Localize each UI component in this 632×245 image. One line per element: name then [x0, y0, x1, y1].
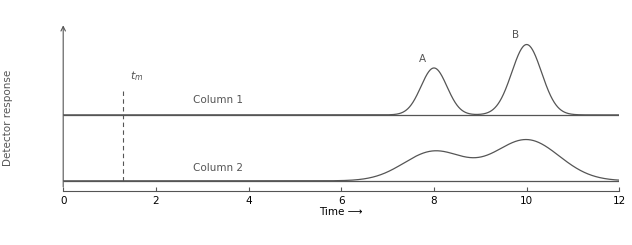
X-axis label: Time ⟶: Time ⟶ — [320, 207, 363, 217]
Text: Detector response: Detector response — [3, 70, 13, 166]
Text: Column 1: Column 1 — [193, 95, 243, 105]
Text: A: A — [419, 54, 426, 63]
Text: B: B — [511, 30, 519, 40]
Text: $t_m$: $t_m$ — [130, 69, 144, 83]
Text: Column 2: Column 2 — [193, 163, 243, 173]
